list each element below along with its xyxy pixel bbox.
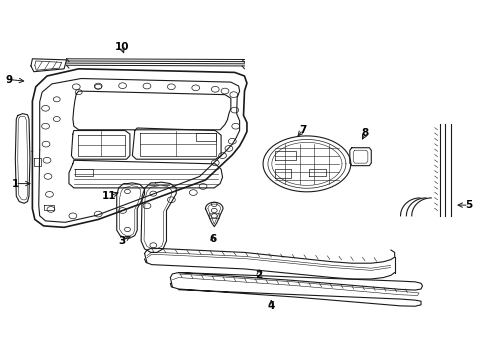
- Text: 10: 10: [114, 42, 129, 52]
- Text: 4: 4: [267, 301, 274, 311]
- Text: 7: 7: [299, 125, 306, 135]
- Text: 1: 1: [12, 179, 19, 189]
- Text: 11: 11: [102, 191, 116, 201]
- Text: 6: 6: [209, 234, 216, 244]
- Text: 2: 2: [255, 270, 262, 280]
- Text: 5: 5: [464, 200, 471, 210]
- Text: 9: 9: [6, 75, 13, 85]
- Text: 3: 3: [118, 236, 125, 246]
- Text: 8: 8: [361, 129, 368, 138]
